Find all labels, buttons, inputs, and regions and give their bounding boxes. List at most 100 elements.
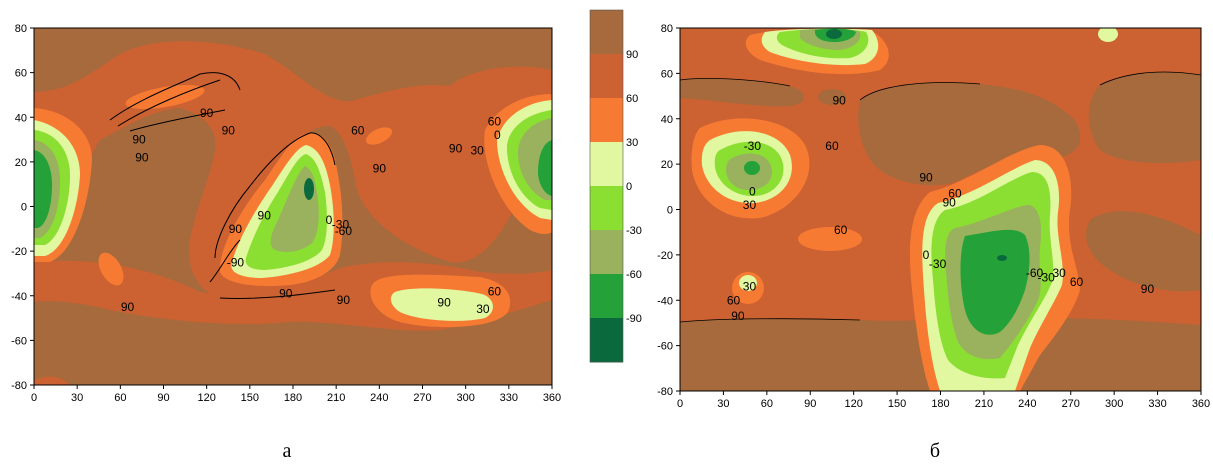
y-tick-label-b-6: -40	[657, 295, 673, 307]
x-tick-label-a-9: 270	[413, 392, 431, 404]
x-tick-label-a-6: 180	[284, 392, 302, 404]
contour-label-b-15: 90	[1141, 282, 1155, 296]
contour-label-b-17: 60	[727, 293, 741, 307]
contour-fill-a	[34, 28, 552, 385]
x-tick-label-b-9: 270	[1062, 398, 1080, 410]
contour-label-a-16: 90	[279, 287, 293, 301]
contour-label-b-16: 30	[743, 280, 757, 294]
x-tick-label-a-3: 90	[157, 392, 169, 404]
x-tick-label-b-7: 210	[975, 398, 993, 410]
x-tick-label-a-12: 360	[543, 392, 561, 404]
contour-label-b-8: 60	[834, 223, 848, 237]
colorbar-swatch-4	[590, 186, 623, 231]
y-tick-label-a-7: -60	[11, 335, 27, 347]
contour-label-a-7: 60	[488, 115, 502, 129]
x-tick-label-b-0: 0	[677, 398, 683, 410]
contour-label-b-7: 90	[943, 196, 957, 210]
x-tick-label-b-2: 60	[761, 398, 773, 410]
x-tick-label-b-10: 300	[1105, 398, 1123, 410]
contour-label-a-19: 60	[488, 284, 502, 298]
y-tick-label-a-4: 0	[21, 202, 27, 214]
x-tick-label-b-1: 30	[717, 398, 729, 410]
x-tick-label-a-8: 240	[370, 392, 388, 404]
contour-label-a-8: 0	[494, 128, 501, 142]
colorbar-swatch-7	[590, 318, 623, 363]
colorbar-label-0: 90	[626, 49, 638, 61]
contour-label-b-9: 0	[923, 248, 930, 262]
contour-label-a-2: 90	[132, 133, 146, 147]
colorbar-label-4: -30	[626, 225, 642, 237]
x-tick-label-a-11: 330	[500, 392, 518, 404]
y-tick-label-b-4: 0	[667, 205, 673, 217]
y-tick-label-a-3: 20	[15, 157, 27, 169]
y-tick-label-a-1: 60	[15, 68, 27, 80]
contour-label-b-1: -30	[744, 139, 762, 153]
colorbar-label-2: 30	[626, 137, 638, 149]
contour-label-a-4: 60	[351, 124, 365, 138]
caption-a: а	[283, 440, 292, 462]
colorbar-label-3: 0	[626, 181, 632, 193]
contour-label-a-11: 90	[229, 222, 243, 236]
contour-label-b-13: 30	[1052, 266, 1066, 280]
x-tick-label-b-12: 360	[1192, 398, 1210, 410]
contour-label-a-9: 30	[470, 144, 484, 158]
x-tick-label-a-10: 300	[456, 392, 474, 404]
colorbar-label-1: 60	[626, 93, 638, 105]
y-tick-label-b-5: -20	[657, 250, 673, 262]
contour-label-b-11: -60	[1026, 266, 1044, 280]
y-tick-label-b-2: 40	[661, 114, 673, 126]
y-axis-a: 80 60 40 20 0 -20 -40 -60 -80	[11, 23, 34, 392]
colorbar-swatch-3	[590, 142, 623, 187]
contour-label-a-12: -90	[227, 255, 245, 269]
contour-label-b-18: 90	[731, 309, 745, 323]
contour-label-b-0: 90	[833, 94, 847, 108]
contour-label-b-4: 30	[743, 198, 757, 212]
contour-label-b-2: 60	[825, 139, 839, 153]
x-tick-label-a-7: 210	[327, 392, 345, 404]
y-tick-label-a-0: 80	[15, 23, 27, 35]
contour-label-b-3: 0	[749, 184, 756, 198]
colorbar-frame	[589, 9, 624, 363]
x-tick-label-b-8: 240	[1018, 398, 1036, 410]
x-tick-label-b-4: 120	[844, 398, 862, 410]
y-tick-label-a-6: -40	[11, 291, 27, 303]
x-tick-label-a-4: 120	[197, 392, 215, 404]
contour-label-a-20: 90	[437, 295, 451, 309]
colorbar-swatch-5	[590, 230, 623, 275]
caption-b: б	[930, 440, 940, 462]
contour-label-a-15: -60	[335, 224, 353, 238]
contour-label-a-17: 90	[337, 293, 351, 307]
y-tick-label-a-2: 40	[15, 112, 27, 124]
contour-label-a-6: 90	[373, 162, 387, 176]
x-tick-label-b-11: 330	[1148, 398, 1166, 410]
colorbar-label-6: -90	[626, 313, 642, 325]
colorbar-swatch-0	[590, 10, 623, 55]
x-tick-label-a-5: 150	[241, 392, 259, 404]
contour-label-b-5: 90	[919, 171, 933, 185]
colorbar-swatch-1	[590, 54, 623, 99]
y-tick-label-b-8: -80	[657, 386, 673, 398]
y-tick-label-a-8: -80	[11, 380, 27, 392]
contour-label-a-0: 90	[200, 106, 214, 120]
x-tick-label-b-3: 90	[804, 398, 816, 410]
contour-label-b-14: 60	[1070, 275, 1084, 289]
contour-label-a-18: 90	[121, 300, 135, 314]
y-tick-label-a-5: -20	[11, 246, 27, 258]
contour-label-a-1: 90	[222, 124, 236, 138]
x-tick-label-b-6: 180	[931, 398, 949, 410]
contour-label-a-10: 90	[258, 208, 272, 222]
contour-fill-b	[680, 28, 1201, 391]
contour-lines-a	[109, 72, 336, 299]
y-tick-label-b-7: -60	[657, 341, 673, 353]
contour-label-a-14: -30	[332, 217, 350, 231]
contour-label-a-21: 30	[476, 302, 490, 316]
contour-label-a-5: 90	[449, 141, 463, 155]
x-tick-label-a-2: 60	[114, 392, 126, 404]
colorbar-swatch-2	[590, 98, 623, 143]
y-tick-label-b-3: 20	[661, 159, 673, 171]
contour-lines-b	[680, 71, 1201, 323]
